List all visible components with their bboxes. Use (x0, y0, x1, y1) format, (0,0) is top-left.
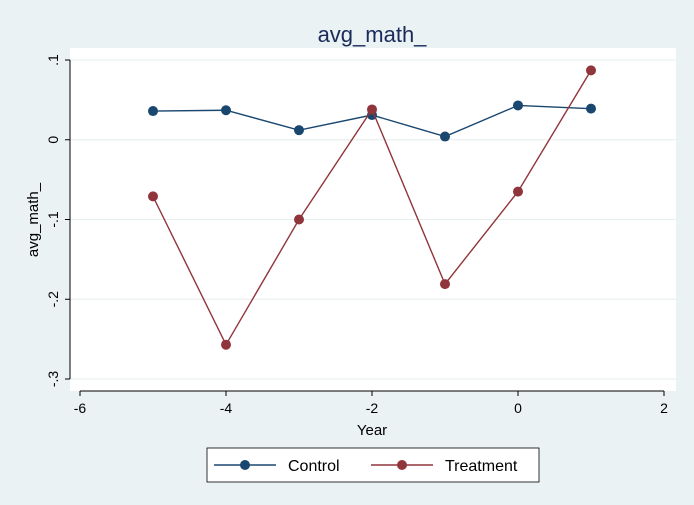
point-control-4 (440, 131, 450, 142)
legend-marker-treatment (397, 460, 407, 470)
point-control-2 (294, 125, 304, 136)
legend-label-control: Control (288, 458, 340, 475)
y-tick-label-1: -.2 (45, 291, 61, 308)
x-tick-label-1: -4 (220, 400, 233, 416)
gridlines (70, 59, 676, 380)
point-treatment-2 (294, 214, 304, 225)
point-control-5 (513, 100, 523, 111)
y-tick-label-0: -.3 (45, 371, 61, 388)
x-tick-label-2: -2 (366, 400, 379, 416)
series-layer (148, 65, 596, 350)
point-treatment-0 (148, 191, 158, 202)
legend: Control Treatment (206, 447, 540, 483)
x-tick-label-4: 2 (660, 400, 668, 416)
y-tick-label-4: .1 (45, 54, 61, 66)
point-treatment-4 (440, 279, 450, 290)
y-tick-label-3: 0 (45, 136, 61, 144)
point-control-0 (148, 106, 158, 117)
series-treatment (148, 65, 596, 350)
point-treatment-1 (221, 339, 231, 350)
x-tick-label-3: 0 (514, 400, 522, 416)
chart-title: avg_math_ (318, 22, 428, 47)
x-axis-label: Year (357, 422, 387, 439)
point-treatment-6 (586, 65, 596, 76)
tick-labels: -.3 -.2 -.1 0 .1 -6 -4 -2 0 2 (45, 54, 668, 416)
point-treatment-5 (513, 186, 523, 197)
point-control-1 (221, 105, 231, 116)
point-control-6 (586, 103, 596, 114)
x-tick-label-0: -6 (74, 400, 87, 416)
legend-label-treatment: Treatment (445, 458, 518, 475)
y-tick-label-2: -.1 (45, 211, 61, 228)
axes (65, 59, 665, 396)
point-treatment-3 (367, 104, 377, 115)
y-axis-label: avg_math_ (25, 182, 42, 257)
legend-marker-control (240, 460, 250, 470)
